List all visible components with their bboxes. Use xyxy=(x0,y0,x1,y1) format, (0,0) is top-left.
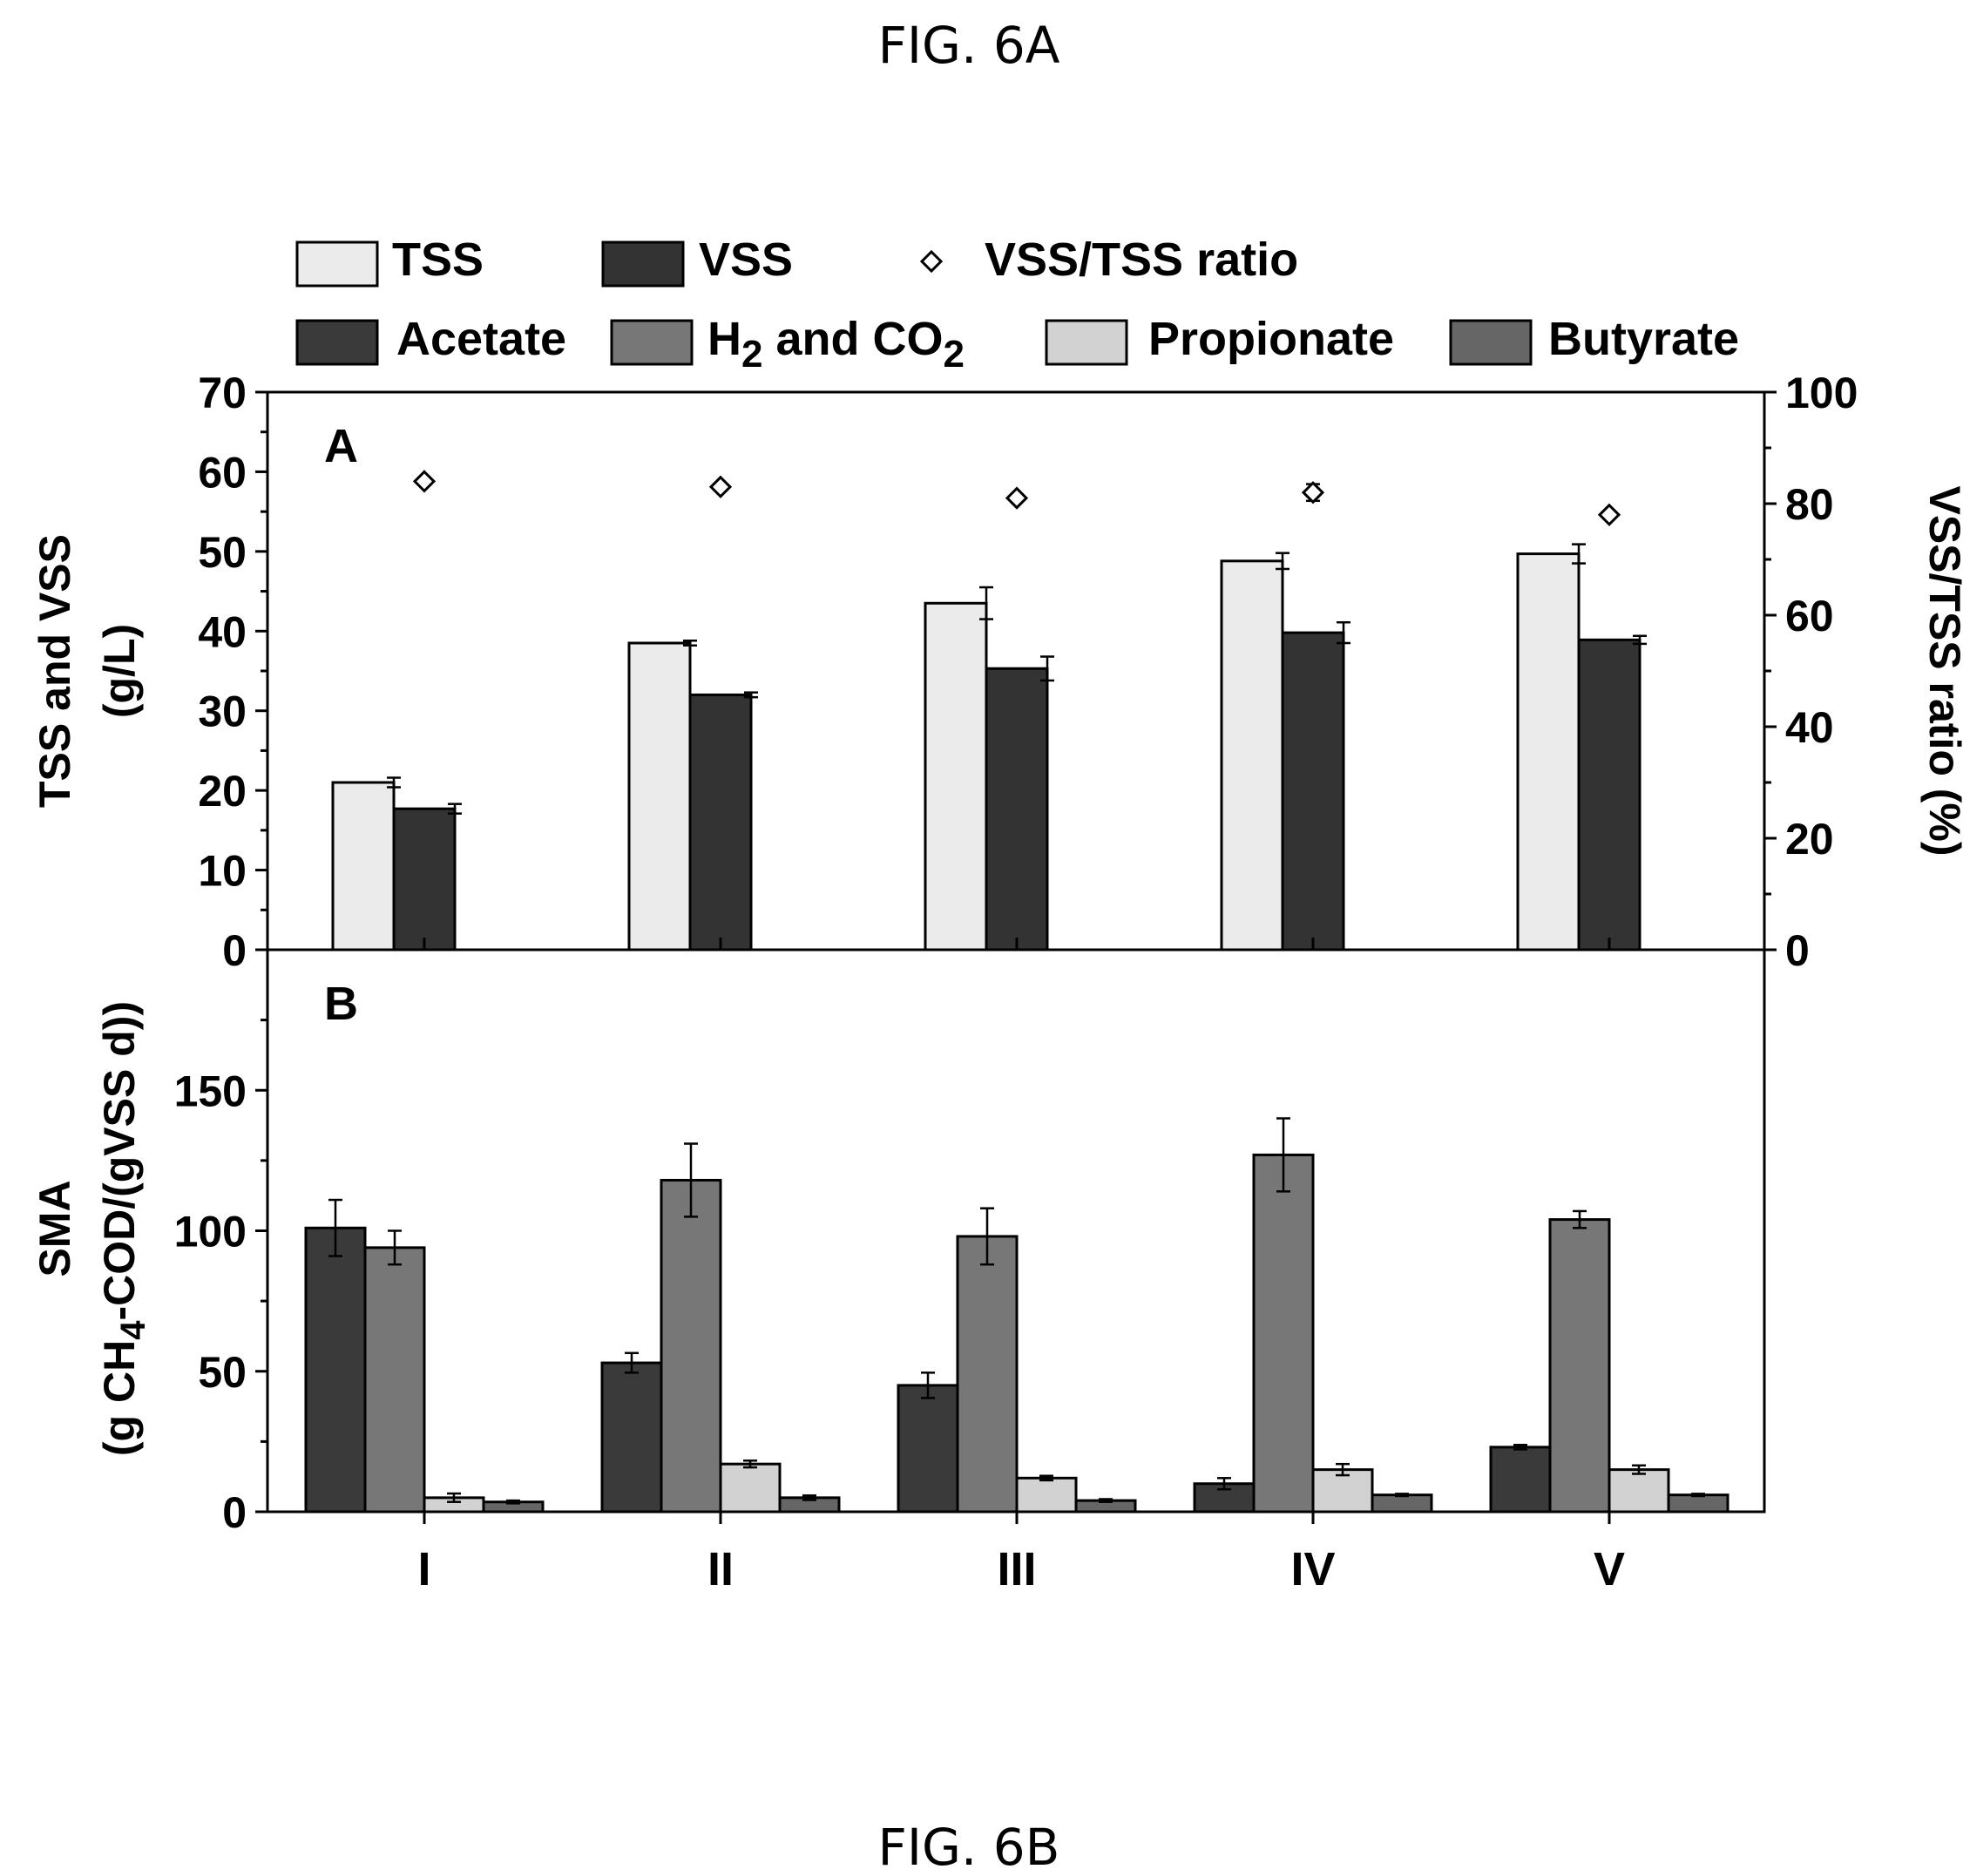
ratio-point-ii xyxy=(708,475,733,498)
bar-vss-iii xyxy=(985,667,1049,952)
bar-vss-iv xyxy=(1281,631,1345,952)
bar-vss-i xyxy=(392,807,457,952)
panel-a-ylabel-line1: TSS and VSS xyxy=(30,534,79,808)
legend-label-butyrate: Butyrate xyxy=(1548,313,1739,365)
panel-b-ytick-label: 50 xyxy=(198,1348,247,1397)
panel-a-y2label: VSS/TSS ratio (%) xyxy=(1920,485,1963,856)
panel-b-ytick-label: 150 xyxy=(174,1067,247,1115)
x-tick-label-i: I xyxy=(417,1543,430,1595)
panel-a-ytick-label: 50 xyxy=(198,528,247,577)
legend-swatch-butyrate xyxy=(1449,319,1533,366)
legend-swatch-h2co2 xyxy=(610,319,694,366)
bar-tss-iv xyxy=(1220,559,1284,952)
legend-label-vss: VSS xyxy=(699,234,793,286)
legend-label-propionate: Propionate xyxy=(1148,313,1394,365)
legend-label-acetate: Acetate xyxy=(396,313,566,365)
bar-vss-ii xyxy=(688,693,753,952)
legend-swatch-tss xyxy=(295,240,379,288)
ratio-point-v xyxy=(1597,503,1621,526)
x-tick-label-iii: III xyxy=(997,1543,1036,1595)
bar-acetate-ii xyxy=(600,1361,663,1514)
ratio-point-iii xyxy=(1005,486,1029,510)
legend-label-tss: TSS xyxy=(392,234,484,286)
panel-a-ytick-label: 0 xyxy=(222,926,247,975)
panel-a-ytick-label: 60 xyxy=(198,448,247,497)
bar-h2-co2-i xyxy=(363,1246,426,1514)
bar-acetate-v xyxy=(1489,1446,1552,1514)
ratio-point-iv xyxy=(1301,481,1325,505)
panel-a-ylabel-line2: (g/L) xyxy=(95,624,144,718)
panel-a-y2tick-label: 60 xyxy=(1785,592,1834,640)
panel-a-ytick-label: 40 xyxy=(198,607,247,656)
legend-swatch-vss xyxy=(601,240,685,288)
bar-acetate-iii xyxy=(897,1384,959,1514)
panel-a-letter: A xyxy=(324,420,358,472)
figure-label-top: FIG. 6A xyxy=(878,16,1060,75)
panel-b-ylabel-line1: SMA xyxy=(30,1180,79,1277)
legend-marker-ratio xyxy=(919,249,944,274)
bar-h2-co2-iv xyxy=(1252,1153,1315,1514)
bar-tss-iii xyxy=(924,601,988,952)
figure-label-bottom: FIG. 6B xyxy=(878,1818,1060,1876)
panel-b-ylabel-line2: (g CH4-COD/(gVSS d)) xyxy=(95,1001,152,1456)
bar-tss-i xyxy=(331,781,396,952)
bar-tss-v xyxy=(1516,552,1581,952)
bar-tss-ii xyxy=(627,641,692,952)
bar-butyrate-iv xyxy=(1371,1493,1433,1514)
bar-h2-co2-iii xyxy=(956,1235,1019,1514)
bar-butyrate-v xyxy=(1667,1493,1729,1514)
panel-a-ytick-label: 10 xyxy=(198,847,247,896)
ratio-point-i xyxy=(412,470,437,493)
bar-propionate-iv xyxy=(1311,1468,1374,1514)
x-tick-label-ii: II xyxy=(707,1543,734,1595)
legend: TSS VSS VSS/TSS ratio Acetate H2 and CO2 Prop… xyxy=(295,234,1739,376)
panel-a-ytick-label: 30 xyxy=(198,687,247,736)
legend-swatch-propionate xyxy=(1045,319,1128,366)
panel-b-ytick-label: 100 xyxy=(174,1208,247,1256)
bar-h2-co2-v xyxy=(1548,1218,1611,1514)
x-tick-label-v: V xyxy=(1594,1543,1625,1595)
panel-a-y2tick-label: 20 xyxy=(1785,815,1834,864)
panel-a: 0 10 20 30 40 50 60 70 0 20 40 60 80 100 TSS and VSS (g… xyxy=(30,369,1963,975)
x-tick-label-iv: IV xyxy=(1290,1543,1335,1595)
bar-propionate-v xyxy=(1608,1468,1670,1514)
panel-a-y2label-text: VSS/TSS ratio (%) xyxy=(1920,485,1963,856)
bar-acetate-i xyxy=(304,1226,367,1514)
panel-b-ylabel: SMA (g CH4-COD/(gVSS d)) xyxy=(30,1001,152,1456)
panel-a-y2tick-label: 100 xyxy=(1785,369,1858,417)
legend-label-ratio: VSS/TSS ratio xyxy=(985,234,1298,286)
x-axis: I II III IV V xyxy=(417,938,1625,1595)
legend-swatch-acetate xyxy=(295,319,379,366)
panel-a-y2tick-label: 0 xyxy=(1785,926,1810,975)
bar-vss-v xyxy=(1577,638,1641,952)
panel-b: 0 50 100 150 SMA (g CH4-COD/(gVSS d)) B xyxy=(30,948,1766,1537)
panel-a-y2tick-label: 80 xyxy=(1785,480,1834,529)
bar-propionate-iii xyxy=(1015,1476,1078,1514)
panel-a-ytick-label: 70 xyxy=(198,369,247,417)
bar-propionate-ii xyxy=(719,1462,782,1514)
bar-h2-co2-ii xyxy=(660,1178,722,1514)
panel-a-y2tick-label: 40 xyxy=(1785,703,1834,752)
panel-a-ylabel: TSS and VSS (g/L) xyxy=(30,534,144,808)
legend-label-h2co2: H2 and CO2 xyxy=(707,313,965,376)
panel-b-ytick-label: 0 xyxy=(222,1488,247,1537)
panel-a-ytick-label: 20 xyxy=(198,767,247,816)
panel-b-letter: B xyxy=(324,978,358,1030)
